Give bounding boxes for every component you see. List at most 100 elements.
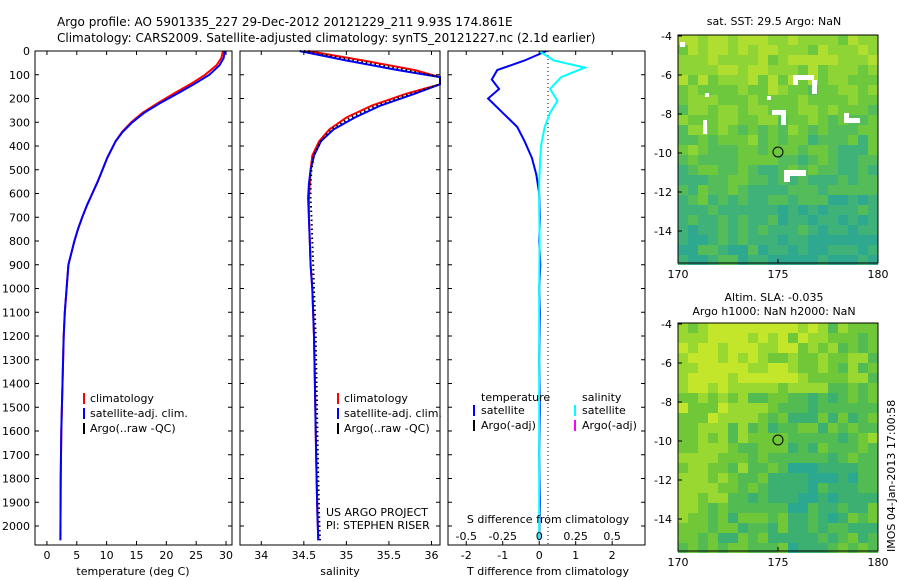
difference-x2label: S difference from climatology — [467, 513, 630, 526]
map-cell — [818, 55, 828, 65]
depth-tick-label: 700 — [9, 211, 30, 224]
map-cell — [758, 473, 768, 483]
map-cell — [708, 65, 718, 75]
map-cell — [708, 195, 718, 205]
map-cell — [808, 533, 818, 543]
map-cell — [798, 383, 808, 393]
series-2-2 — [299, 50, 441, 541]
map-cell — [758, 145, 768, 155]
map-cell — [718, 463, 728, 473]
map-cell — [838, 35, 848, 45]
map-cell — [868, 543, 878, 553]
map-cell — [708, 403, 718, 413]
map-cell — [678, 75, 688, 85]
map-cell — [828, 373, 838, 383]
map-cell — [838, 125, 848, 135]
legend-t-argo-label: Argo(-adj) — [481, 419, 536, 432]
map-cell — [708, 423, 718, 433]
map-cell — [788, 175, 798, 185]
map-cell — [718, 433, 728, 443]
map-cell — [828, 85, 838, 95]
map-cell — [718, 185, 728, 195]
map-cell — [708, 493, 718, 503]
xtick-label: 5 — [73, 549, 80, 562]
map-cell — [708, 115, 718, 125]
map-cell — [808, 423, 818, 433]
map-cell — [758, 433, 768, 443]
map-cell — [758, 215, 768, 225]
xtick-label: 20 — [159, 549, 173, 562]
map-cell — [728, 513, 738, 523]
map-cell — [748, 125, 758, 135]
map-cell — [738, 105, 748, 115]
map-cell — [678, 235, 688, 245]
map-cell — [708, 185, 718, 195]
map-cell — [678, 473, 688, 483]
legend-satellite-label-2: satellite-adj. clim. — [344, 407, 442, 420]
map-cell — [748, 463, 758, 473]
xtick-label: 2 — [609, 549, 616, 562]
map-cell — [688, 145, 698, 155]
map-cell — [808, 443, 818, 453]
temperature-panel: 0 5 10 15 20 25 300100200300400500600700800900… — [2, 45, 233, 578]
xtick-label: 36 — [424, 549, 438, 562]
map-cell — [748, 235, 758, 245]
map-cell — [818, 125, 828, 135]
map-cell — [858, 373, 868, 383]
map-cell — [778, 373, 788, 383]
map-cell — [828, 185, 838, 195]
map-cell — [858, 95, 868, 105]
map-cell — [818, 503, 828, 513]
map-cell — [778, 95, 788, 105]
map-cell — [838, 205, 848, 215]
map-cell — [738, 533, 748, 543]
map-gap-4 — [798, 75, 814, 80]
map-cell — [778, 235, 788, 245]
legend-argo-label: Argo(..raw -QC) — [90, 422, 176, 435]
map-cell — [678, 493, 688, 503]
map-cell — [688, 513, 698, 523]
map-cell — [728, 195, 738, 205]
xtick-label: 0 — [43, 549, 50, 562]
map-cell — [848, 493, 858, 503]
map-ytick-label: -12 — [654, 474, 672, 487]
map-cell — [728, 45, 738, 55]
map-cell — [768, 443, 778, 453]
map-cell — [748, 383, 758, 393]
map-cell — [838, 363, 848, 373]
map-cell — [768, 45, 778, 55]
map-cell — [788, 135, 798, 145]
map-cell — [768, 235, 778, 245]
map-cell — [788, 403, 798, 413]
map-cell — [858, 533, 868, 543]
map-cell — [868, 215, 878, 225]
map-cell — [848, 533, 858, 543]
map-cell — [738, 85, 748, 95]
map-cell — [868, 145, 878, 155]
map-cell — [698, 55, 708, 65]
map-cell — [778, 75, 788, 85]
depth-tick-label: 200 — [9, 93, 30, 106]
map-cell — [758, 45, 768, 55]
map-cell — [778, 135, 788, 145]
map-cell — [788, 85, 798, 95]
map-cell — [728, 65, 738, 75]
map-cell — [698, 523, 708, 533]
map-cell — [818, 433, 828, 443]
map-cell — [848, 45, 858, 55]
map-cell — [798, 245, 808, 255]
map-cell — [828, 165, 838, 175]
map-cell — [798, 493, 808, 503]
map-cell — [858, 483, 868, 493]
map-cell — [738, 363, 748, 373]
map-cell — [728, 373, 738, 383]
map-cell — [718, 483, 728, 493]
map-cell — [868, 95, 878, 105]
map-cell — [738, 523, 748, 533]
map-cell — [718, 255, 728, 265]
map-cell — [808, 155, 818, 165]
map-cell — [778, 333, 788, 343]
map-cell — [848, 333, 858, 343]
map-cell — [808, 215, 818, 225]
map-cell — [848, 185, 858, 195]
